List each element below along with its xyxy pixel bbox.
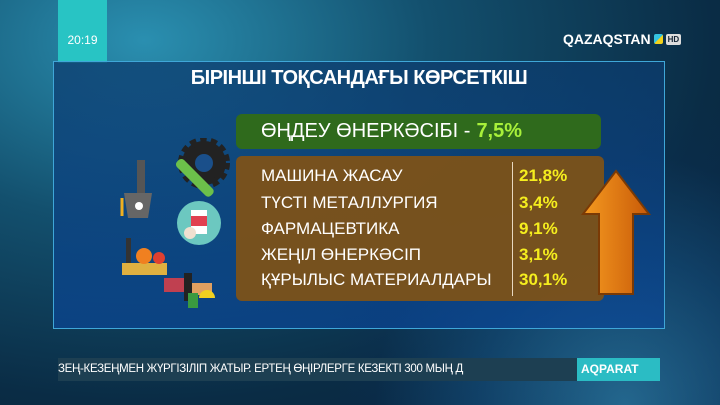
sector-table: МАШИНА ЖАСАУ 21,8% ТҮСТІ МЕТАЛЛУРГИЯ 3,4% … [236, 156, 604, 301]
table-row: МАШИНА ЖАСАУ 21,8% [261, 163, 591, 188]
table-row: ТҮСТІ МЕТАЛЛУРГИЯ 3,4% [261, 190, 591, 215]
row-value: 3,4% [519, 192, 558, 212]
row-label: ТҮСТІ МЕТАЛЛУРГИЯ [261, 192, 438, 212]
arrow-up-icon [581, 169, 651, 295]
row-value: 3,1% [519, 244, 558, 264]
row-value: 9,1% [519, 218, 558, 238]
headline-value: 7,5% [476, 120, 523, 142]
ticker-badge: AQPARAT [577, 358, 660, 381]
headline-label: ӨҢДЕУ ӨНЕРКӘСІБІ - [261, 120, 471, 142]
infographic-panel: БІРІНШІ ТОҚСАНДАҒЫ КӨРСЕТКІШ ӨҢДЕУ ӨНЕРК… [53, 61, 665, 329]
row-label: ҚҰРЫЛЫС МАТЕРИАЛДАРЫ [261, 269, 492, 289]
channel-logo: QAZAQSTAN HD [563, 31, 682, 47]
table-row: ЖЕҢІЛ ӨНЕРКӘСІП 3,1% [261, 242, 591, 267]
logo-mark-icon [653, 34, 663, 44]
row-label: ЖЕҢІЛ ӨНЕРКӘСІП [261, 244, 422, 264]
gear-wrench-icon [175, 137, 230, 197]
hd-badge: HD [665, 33, 682, 45]
news-ticker: ЗЕҢ-КЕЗЕҢМЕН ЖҮРГІЗІЛІП ЖАТЫР. ЕРТЕҢ ӨҢІ… [58, 358, 578, 381]
headline-box: ӨҢДЕУ ӨНЕРКӘСІБІ - 7,5% [236, 114, 601, 149]
metallurgy-icon [120, 160, 152, 218]
factory-icon [122, 238, 167, 275]
industry-icons [64, 137, 234, 323]
infographic-title: БІРІНШІ ТОҚСАНДАҒЫ КӨРСЕТКІШ [190, 67, 528, 89]
table-row: ФАРМАЦЕВТИКА 9,1% [261, 216, 591, 241]
column-divider [512, 162, 513, 296]
channel-name: QAZAQSTAN [563, 31, 651, 47]
table-row: ҚҰРЫЛЫС МАТЕРИАЛДАРЫ 30,1% [261, 267, 591, 292]
row-label: ФАРМАЦЕВТИКА [261, 218, 400, 238]
construction-materials-icon [164, 273, 215, 308]
row-label: МАШИНА ЖАСАУ [261, 165, 403, 185]
clock: 20:19 [58, 0, 107, 63]
row-value: 30,1% [519, 269, 568, 289]
row-value: 21,8% [519, 165, 568, 185]
pharmacy-icon [177, 201, 221, 245]
